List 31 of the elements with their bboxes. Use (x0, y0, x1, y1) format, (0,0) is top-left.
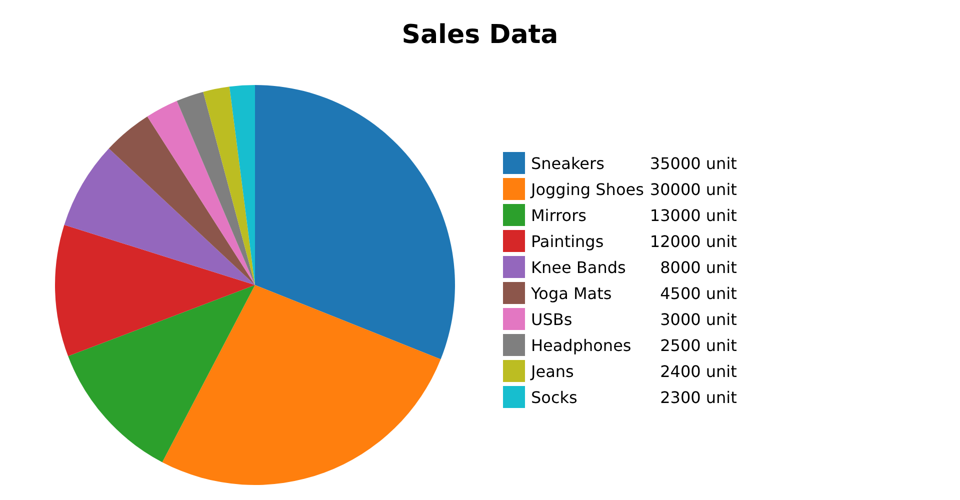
legend-label: Knee Bands (530, 256, 627, 278)
legend-label: Headphones (530, 334, 632, 356)
pie-slice (162, 285, 441, 485)
pie-slice (55, 224, 255, 356)
legend-label: Jogging Shoes (529, 178, 645, 200)
data-label: 30000 unit (648, 178, 738, 200)
chart-title: Sales Data (402, 20, 558, 50)
legend-label: Yoga Mats (530, 282, 613, 304)
legend-label: Paintings (530, 230, 605, 252)
legend-label: Mirrors (530, 204, 588, 226)
pie-slice (64, 148, 255, 285)
legend-label: Socks (530, 386, 578, 408)
data-label: 35000 unit (648, 152, 738, 174)
data-label: 3000 unit (659, 308, 738, 330)
legend-label: Jeans (529, 360, 575, 382)
pie-slice (255, 85, 455, 360)
data-label: 2500 unit (659, 334, 738, 356)
pie-slice (68, 285, 255, 462)
data-label: 12000 unit (648, 230, 738, 252)
pie-slice (203, 86, 255, 285)
legend-label: Sneakers (530, 152, 606, 174)
pie-slice (147, 100, 255, 285)
pie-slice (176, 92, 255, 285)
data-label: 2400 unit (659, 360, 738, 382)
data-label: 8000 unit (659, 256, 738, 278)
legend-label: USBs (530, 308, 574, 330)
data-label: 13000 unit (648, 204, 738, 226)
pie-slice (108, 116, 255, 285)
data-label: 4500 unit (659, 282, 738, 304)
pie-slice (229, 85, 255, 285)
data-label: 2300 unit (659, 386, 738, 408)
